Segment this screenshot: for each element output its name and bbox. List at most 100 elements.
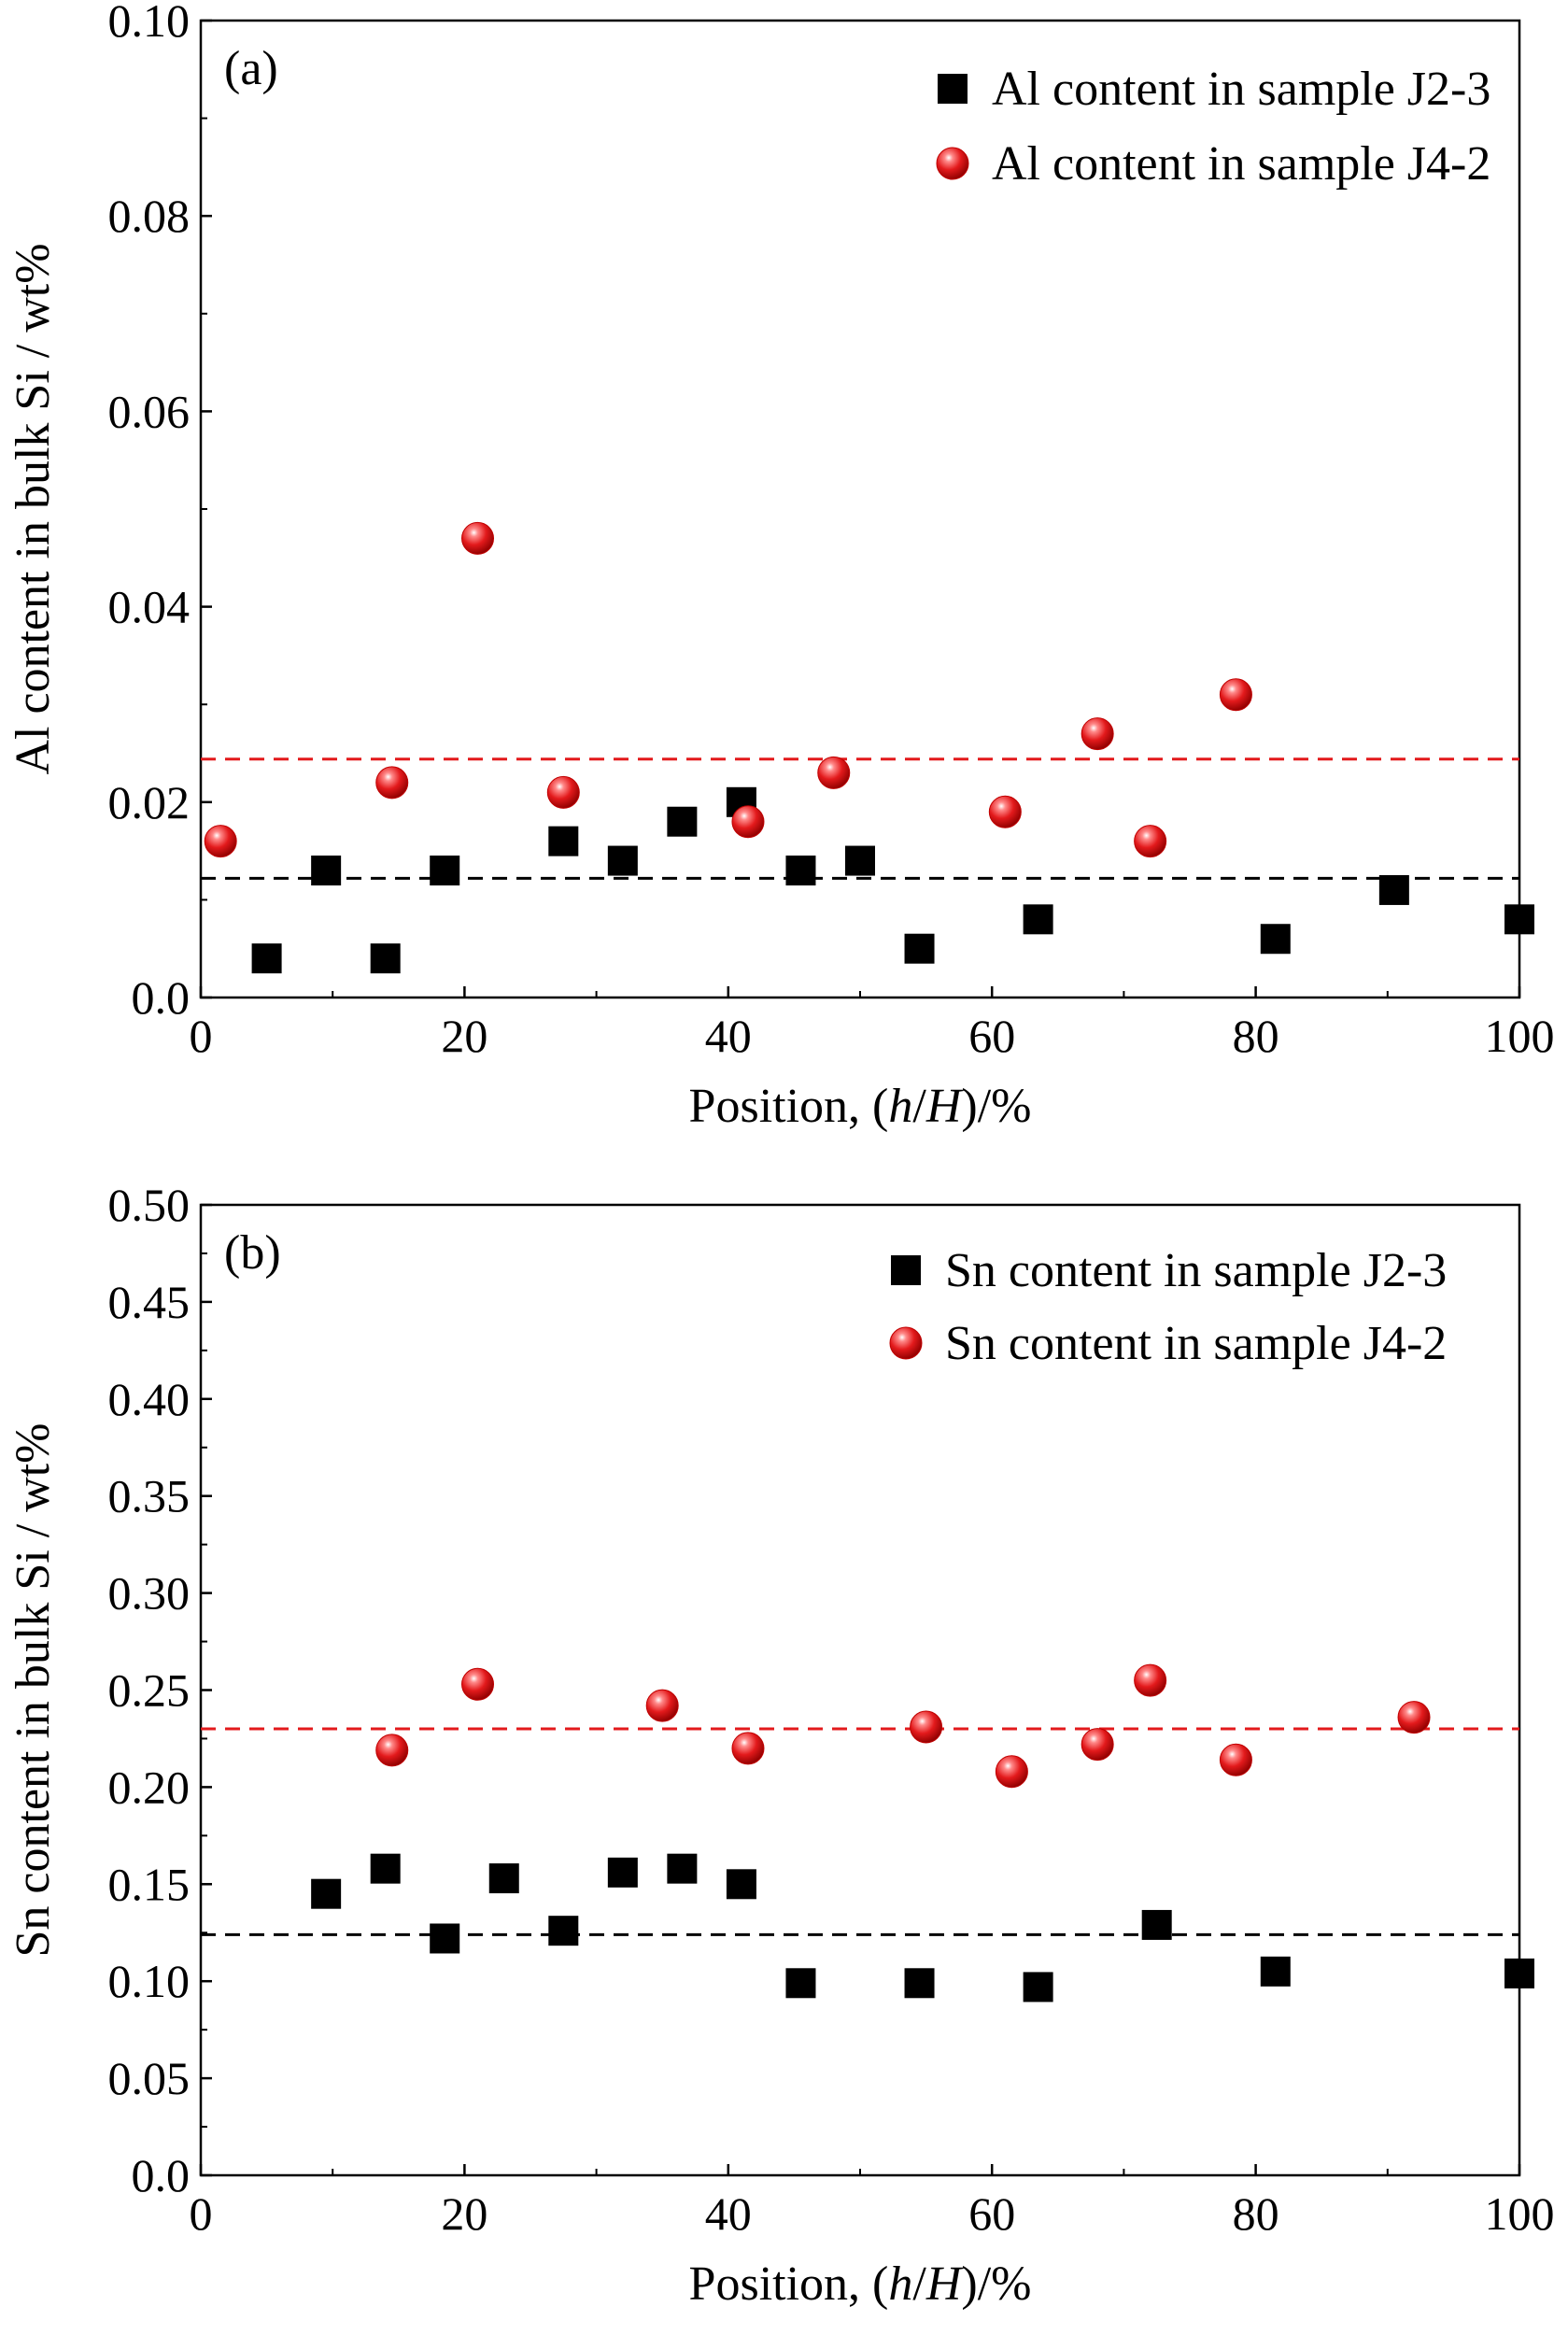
y-tick-label: 0.08: [108, 190, 191, 242]
x-axis-label-part: Position, (: [689, 1080, 889, 1133]
data-point-square: [488, 1863, 519, 1894]
data-point-sphere: [731, 1732, 765, 1765]
data-point-sphere: [461, 1667, 495, 1701]
x-axis-label-part: h: [888, 1080, 912, 1133]
data-point-sphere: [1219, 1743, 1252, 1776]
x-tick-label: 40: [705, 2187, 752, 2240]
data-point-square: [1504, 904, 1534, 935]
x-axis-label-part: H: [925, 1080, 964, 1133]
data-point-sphere: [1081, 1728, 1114, 1762]
data-point-square: [667, 806, 698, 837]
x-tick-label: 60: [968, 1010, 1015, 1062]
legend-marker-sphere: [889, 1326, 923, 1360]
data-point-square: [1023, 1972, 1053, 2002]
y-axis-label: Sn content in bulk Si / wt%: [7, 1423, 60, 1958]
data-point-square: [370, 1853, 401, 1884]
data-point-square: [607, 845, 638, 876]
data-point-sphere: [1219, 678, 1252, 712]
y-tick-label: 0.25: [108, 1664, 191, 1717]
x-tick-label: 60: [968, 2187, 1015, 2240]
y-tick-label: 0.45: [108, 1276, 191, 1328]
y-tick-label: 0.20: [108, 1761, 191, 1813]
data-point-square: [370, 943, 401, 974]
data-point-square: [1141, 1909, 1172, 1940]
data-point-square: [1260, 924, 1291, 955]
data-point-square: [251, 943, 282, 974]
x-tick-label: 0: [190, 2187, 213, 2240]
data-point-square: [726, 1869, 756, 1900]
x-axis-label: Position, (h/H)/%: [689, 2257, 1032, 2311]
data-point-square: [1260, 1956, 1291, 1987]
x-tick-label: 100: [1485, 1010, 1555, 1062]
x-axis-label-part: /: [912, 1080, 926, 1133]
y-tick-label: 0.10: [108, 1955, 191, 2007]
y-tick-label: 0.06: [108, 385, 191, 437]
x-tick-label: 0: [190, 1010, 213, 1062]
chart-panel-b: 0.0 0.05 0.10 0.15 0.20 0.25 0.30 0.35 0.40 0.45 0…: [7, 1179, 1555, 2311]
data-point-sphere: [1397, 1701, 1431, 1734]
x-axis-label-part: Position, (: [689, 2257, 889, 2311]
y-axis-label: Al content in bulk Si / wt%: [7, 243, 60, 774]
y-tick-label: 0.10: [108, 0, 191, 47]
data-point-sphere: [1134, 825, 1167, 858]
data-point-square: [430, 856, 460, 886]
legend-label: Sn content in sample J2-3: [945, 1244, 1447, 1297]
legend-marker-square: [891, 1255, 921, 1285]
x-tick-label: 100: [1485, 2187, 1555, 2240]
legend-label: Al content in sample J2-3: [992, 63, 1490, 116]
chart-panel-a: 0.0 0.02 0.04 0.06 0.08 0.10 0 20 40 60 80 100 Posit…: [7, 0, 1555, 1133]
data-point-sphere: [817, 756, 851, 789]
y-tick-label: 0.50: [108, 1179, 191, 1231]
data-point-square: [311, 856, 342, 886]
data-point-square: [667, 1853, 698, 1884]
data-point-square: [430, 1923, 460, 1954]
data-point-sphere: [375, 1734, 409, 1767]
y-tick-label: 0.0: [132, 971, 191, 1024]
y-tick-label: 0.30: [108, 1567, 191, 1620]
y-tick-label: 0.40: [108, 1373, 191, 1425]
data-point-square: [548, 826, 579, 856]
data-point-sphere: [1134, 1663, 1167, 1697]
data-point-square: [1504, 1958, 1534, 1988]
data-point-square: [904, 933, 935, 964]
x-axis-label-part: h: [888, 2257, 912, 2311]
data-point-sphere: [546, 775, 580, 809]
data-point-sphere: [645, 1689, 679, 1722]
y-tick-label: 0.05: [108, 2052, 191, 2104]
panel-label: (a): [224, 42, 278, 95]
x-axis-label-part: )/%: [961, 1080, 1031, 1133]
x-axis-label-part: H: [925, 2257, 964, 2311]
x-tick-label: 40: [705, 1010, 752, 1062]
data-point-square: [548, 1916, 579, 1946]
x-tick-label: 80: [1233, 1010, 1279, 1062]
data-point-sphere: [1081, 717, 1114, 751]
panel-label: (b): [224, 1226, 281, 1280]
y-tick-label: 0.35: [108, 1470, 191, 1522]
x-tick-label: 80: [1233, 2187, 1279, 2240]
data-point-square: [785, 1968, 816, 1999]
data-point-sphere: [995, 1755, 1028, 1789]
data-point-square: [904, 1968, 935, 1999]
data-point-square: [311, 1878, 342, 1909]
x-axis-label-part: /: [912, 2257, 926, 2311]
legend-label: Sn content in sample J4-2: [945, 1317, 1447, 1370]
legend-label: Al content in sample J4-2: [992, 137, 1490, 191]
data-point-square: [845, 845, 875, 876]
data-point-square: [1023, 904, 1053, 935]
data-point-square: [607, 1857, 638, 1888]
x-axis-label-part: )/%: [961, 2257, 1031, 2311]
data-point-sphere: [461, 521, 495, 555]
x-tick-label: 20: [441, 2187, 487, 2240]
data-point-sphere: [988, 795, 1022, 828]
x-axis-label: Position, (h/H)/%: [689, 1080, 1032, 1133]
x-tick-label: 20: [441, 1010, 487, 1062]
data-point-square: [785, 856, 816, 886]
y-tick-label: 0.15: [108, 1858, 191, 1910]
data-point-sphere: [731, 805, 765, 839]
y-tick-label: 0.02: [108, 776, 191, 828]
data-point-sphere: [375, 766, 409, 800]
data-point-sphere: [910, 1710, 943, 1744]
data-point-sphere: [204, 825, 237, 858]
